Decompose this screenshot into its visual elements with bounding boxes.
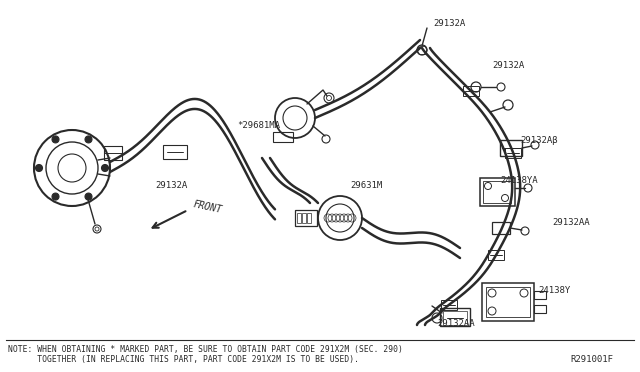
- Circle shape: [52, 136, 59, 143]
- Circle shape: [85, 136, 92, 143]
- Text: 29132Aβ: 29132Aβ: [520, 136, 557, 145]
- Bar: [307, 213, 311, 223]
- Bar: [302, 213, 306, 223]
- Circle shape: [52, 193, 59, 200]
- Bar: [273, 132, 293, 142]
- Bar: [534, 291, 546, 299]
- Bar: [443, 311, 467, 325]
- Text: 29132A: 29132A: [492, 61, 524, 70]
- Bar: [440, 308, 470, 326]
- Circle shape: [35, 164, 42, 171]
- Bar: [483, 181, 511, 203]
- Bar: [482, 283, 534, 321]
- Bar: [492, 222, 510, 234]
- Bar: [441, 299, 457, 310]
- Text: 29132AA: 29132AA: [437, 319, 475, 328]
- Text: NOTE: WHEN OBTAINING * MARKED PART, BE SURE TO OBTAIN PART CODE 291X2M (SEC. 290: NOTE: WHEN OBTAINING * MARKED PART, BE S…: [8, 345, 403, 354]
- Text: 29631M: 29631M: [350, 181, 382, 190]
- Circle shape: [102, 164, 109, 171]
- Bar: [486, 287, 530, 317]
- Text: 24138Y: 24138Y: [538, 286, 570, 295]
- Bar: [488, 250, 504, 260]
- Text: 29132AA: 29132AA: [552, 218, 589, 227]
- Bar: [163, 145, 187, 159]
- Bar: [480, 178, 515, 206]
- Text: 29132A: 29132A: [155, 181, 188, 190]
- Text: TOGETHER (IN REPLACING THIS PART, PART CODE 291X2M IS TO BE USED).: TOGETHER (IN REPLACING THIS PART, PART C…: [8, 355, 359, 364]
- Text: FRONT: FRONT: [192, 199, 223, 215]
- Bar: [297, 213, 301, 223]
- Bar: [500, 140, 522, 156]
- Bar: [534, 305, 546, 313]
- Bar: [505, 148, 521, 158]
- Text: 24138YA: 24138YA: [500, 176, 538, 185]
- Circle shape: [85, 193, 92, 200]
- Bar: [295, 210, 317, 226]
- Text: *29681MA: *29681MA: [237, 121, 280, 130]
- Text: R291001F: R291001F: [570, 355, 613, 364]
- Bar: [463, 86, 479, 96]
- Bar: [104, 146, 122, 160]
- Text: 29132A: 29132A: [433, 19, 465, 28]
